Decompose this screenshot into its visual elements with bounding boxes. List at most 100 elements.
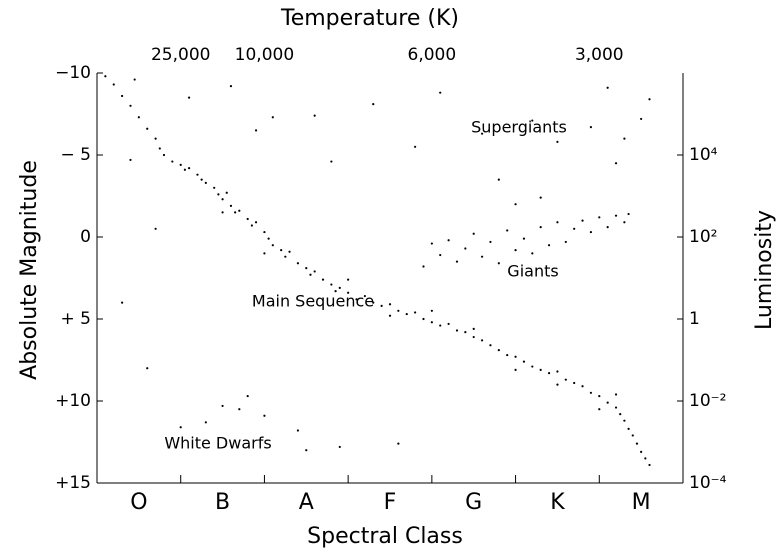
star-point bbox=[309, 273, 312, 276]
star-point bbox=[556, 221, 559, 224]
star-point bbox=[229, 85, 233, 88]
star-point bbox=[104, 75, 107, 78]
star-point bbox=[598, 216, 601, 219]
star-point bbox=[623, 221, 626, 224]
star-point bbox=[229, 204, 233, 207]
annotation: Supergiants bbox=[471, 118, 567, 137]
star-point bbox=[573, 381, 576, 385]
star-point bbox=[221, 404, 224, 408]
star-point bbox=[514, 355, 517, 358]
x-tick-label: A bbox=[299, 490, 314, 515]
star-point bbox=[640, 450, 643, 453]
star-point bbox=[631, 434, 634, 437]
star-point bbox=[489, 240, 492, 244]
star-point bbox=[573, 227, 576, 230]
y-tick-label: +15 bbox=[55, 473, 91, 493]
y2-axis-title: Luminosity bbox=[752, 210, 777, 330]
star-point bbox=[480, 132, 484, 135]
star-point bbox=[121, 94, 124, 98]
star-point bbox=[305, 449, 308, 452]
star-point bbox=[162, 153, 166, 157]
star-point bbox=[539, 368, 542, 371]
star-point bbox=[539, 196, 542, 199]
star-point bbox=[388, 314, 392, 317]
star-point bbox=[522, 360, 526, 363]
star-point bbox=[589, 230, 593, 234]
star-point bbox=[489, 344, 492, 347]
star-point bbox=[238, 209, 241, 212]
star-point bbox=[606, 401, 609, 404]
star-point bbox=[627, 212, 630, 216]
star-point bbox=[589, 126, 593, 129]
star-point bbox=[455, 260, 459, 263]
star-point bbox=[539, 226, 542, 229]
star-point bbox=[234, 211, 237, 214]
x-tick-label: O bbox=[130, 490, 147, 515]
star-point bbox=[514, 203, 517, 206]
star-point bbox=[129, 158, 132, 162]
star-point bbox=[564, 240, 567, 244]
star-point bbox=[397, 309, 400, 312]
star-point bbox=[414, 311, 417, 314]
star-point bbox=[439, 253, 442, 257]
star-point bbox=[455, 329, 459, 332]
star-point bbox=[296, 429, 300, 432]
star-point bbox=[447, 322, 450, 326]
star-point bbox=[614, 162, 618, 165]
y-axis-title: Absolute Magnitude bbox=[17, 160, 42, 380]
star-point bbox=[217, 193, 220, 196]
star-point bbox=[263, 252, 266, 255]
star-point bbox=[171, 160, 174, 163]
annotation: White Dwarfs bbox=[164, 434, 271, 453]
x-axis-title: Spectral Class bbox=[307, 524, 463, 549]
star-point bbox=[522, 237, 526, 240]
star-point bbox=[397, 442, 400, 445]
x-tick-label: F bbox=[384, 490, 397, 515]
star-point bbox=[497, 262, 500, 265]
star-point bbox=[338, 286, 341, 289]
star-point bbox=[430, 242, 433, 245]
star-point bbox=[187, 167, 191, 170]
star-point bbox=[254, 129, 258, 132]
x-tick-label: K bbox=[550, 490, 565, 515]
star-point bbox=[430, 309, 433, 312]
star-point bbox=[284, 255, 287, 258]
star-point bbox=[635, 442, 639, 445]
star-point bbox=[447, 239, 450, 242]
star-point bbox=[246, 217, 249, 221]
star-point bbox=[313, 114, 316, 117]
star-point bbox=[213, 186, 216, 189]
star-point bbox=[497, 178, 500, 181]
star-point bbox=[347, 291, 350, 294]
x2-tick-label: 10,000 bbox=[235, 45, 294, 65]
star-point bbox=[196, 173, 199, 176]
annotation: Giants bbox=[507, 262, 558, 281]
star-point bbox=[187, 96, 191, 99]
star-point bbox=[363, 294, 366, 298]
star-point bbox=[250, 224, 253, 227]
star-point bbox=[581, 385, 584, 388]
star-point bbox=[640, 117, 643, 121]
x2-tick-label: 3,000 bbox=[575, 45, 624, 65]
star-point bbox=[204, 181, 207, 184]
x-tick-label: M bbox=[632, 490, 651, 515]
star-point bbox=[531, 119, 534, 122]
star-point bbox=[221, 198, 224, 201]
star-point bbox=[648, 463, 651, 467]
star-point bbox=[581, 219, 584, 222]
star-point bbox=[263, 414, 266, 417]
x-tick-label: G bbox=[465, 490, 482, 515]
star-point bbox=[606, 226, 609, 229]
star-point bbox=[472, 327, 475, 330]
star-point bbox=[480, 339, 484, 342]
y2-tick-label: 10⁻⁴ bbox=[689, 473, 727, 493]
star-point bbox=[338, 445, 341, 449]
star-point bbox=[271, 244, 274, 247]
star-point bbox=[614, 393, 618, 396]
y-tick-label: + 5 bbox=[61, 309, 91, 329]
x2-tick-label: 6,000 bbox=[408, 45, 457, 65]
star-point bbox=[296, 262, 300, 265]
star-point bbox=[547, 244, 551, 247]
star-point bbox=[146, 127, 149, 130]
